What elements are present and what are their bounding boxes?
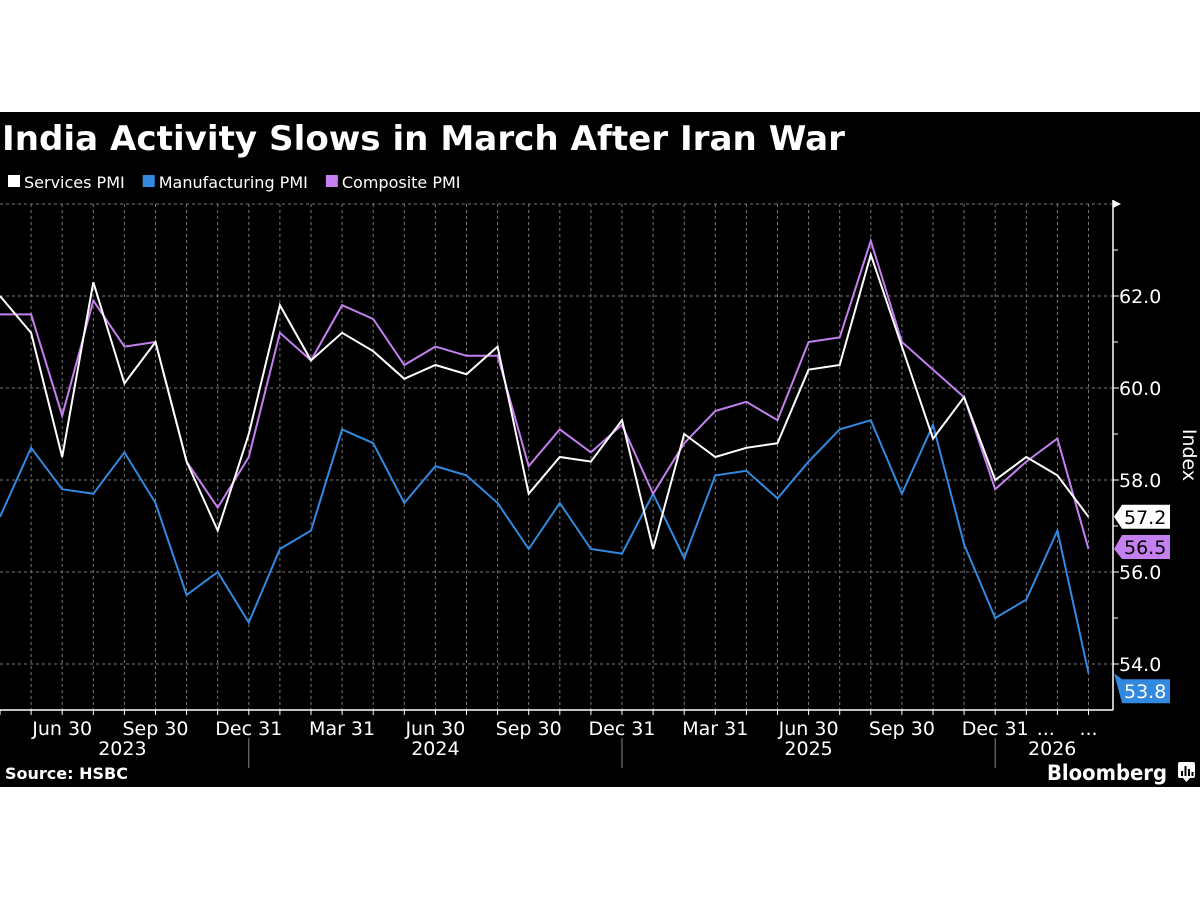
x-tick-label: Sep 30 bbox=[869, 718, 935, 740]
grid bbox=[0, 203, 1113, 710]
bloomberg-wordmark: Bloomberg bbox=[1047, 761, 1167, 785]
chart-title: India Activity Slows in March After Iran… bbox=[2, 119, 845, 159]
y-axis-arrow bbox=[1113, 200, 1121, 208]
year-label: 2025 bbox=[784, 738, 832, 760]
year-label: 2026 bbox=[1028, 738, 1076, 760]
x-tick-label: Mar 31 bbox=[309, 718, 375, 740]
last-value-label: 53.8 bbox=[1114, 673, 1170, 704]
x-tick-label: Jun 30 bbox=[778, 718, 839, 740]
last-value-labels: 57.2 56.5 53.8 bbox=[1114, 504, 1170, 704]
legend-item: Services PMI bbox=[8, 173, 125, 192]
legend-label: Services PMI bbox=[24, 173, 125, 192]
series-line-services-pmi bbox=[0, 251, 1090, 550]
x-tick-label: Dec 31 bbox=[589, 718, 656, 740]
last-value-badge bbox=[1114, 535, 1170, 559]
x-tick-label: Dec 31 bbox=[215, 718, 282, 740]
year-label: 2023 bbox=[98, 738, 146, 760]
y-tick-label: 54.0 bbox=[1119, 654, 1161, 676]
source-note: Source: HSBC bbox=[5, 764, 128, 783]
legend-label: Composite PMI bbox=[342, 173, 461, 192]
last-value-label: 57.2 bbox=[1114, 504, 1170, 529]
x-tick-label: Sep 30 bbox=[496, 718, 562, 740]
last-value-text: 56.5 bbox=[1124, 537, 1166, 559]
x-tick-label: ... bbox=[1079, 718, 1097, 740]
legend-item: Manufacturing PMI bbox=[142, 173, 308, 192]
last-value-badge bbox=[1114, 673, 1170, 704]
legend-swatch bbox=[325, 175, 338, 187]
year-label: 2024 bbox=[411, 738, 459, 760]
series-line-manufacturing-pmi bbox=[0, 418, 1090, 674]
y-tick-label: 62.0 bbox=[1119, 286, 1161, 308]
y-tick-label: 58.0 bbox=[1119, 470, 1161, 492]
x-tick-label: Mar 31 bbox=[682, 718, 748, 740]
y-tick-label: 56.0 bbox=[1119, 562, 1161, 584]
x-tick-label: Sep 30 bbox=[122, 718, 188, 740]
x-tick-label: ... bbox=[1037, 718, 1055, 740]
y-axis-label: Index bbox=[1178, 429, 1200, 481]
y-tick-label: 60.0 bbox=[1119, 378, 1161, 400]
x-tick-label: Jun 30 bbox=[404, 718, 465, 740]
last-value-text: 53.8 bbox=[1124, 681, 1166, 703]
legend-item: Composite PMI bbox=[325, 173, 461, 192]
x-tick-label: Dec 31 bbox=[962, 718, 1029, 740]
last-value-text: 57.2 bbox=[1124, 507, 1166, 529]
bloomberg-logo: Bloomberg bbox=[1047, 761, 1195, 785]
legend-swatch bbox=[8, 175, 20, 187]
bloomberg-terminal-icon bbox=[1178, 762, 1195, 782]
series-lines bbox=[0, 237, 1090, 674]
axes: 54.0 56.0 58.0 60.0 62.0 Jun 30 Sep 30 Dec 31 Ma… bbox=[0, 200, 1161, 768]
legend: Services PMI Manufacturing PMI Composite P… bbox=[8, 173, 461, 192]
x-tick-label: Jun 30 bbox=[31, 718, 92, 740]
legend-label: Manufacturing PMI bbox=[159, 173, 308, 192]
last-value-badge bbox=[1114, 504, 1170, 529]
last-value-label: 56.5 bbox=[1114, 535, 1170, 559]
legend-swatch bbox=[142, 175, 155, 187]
